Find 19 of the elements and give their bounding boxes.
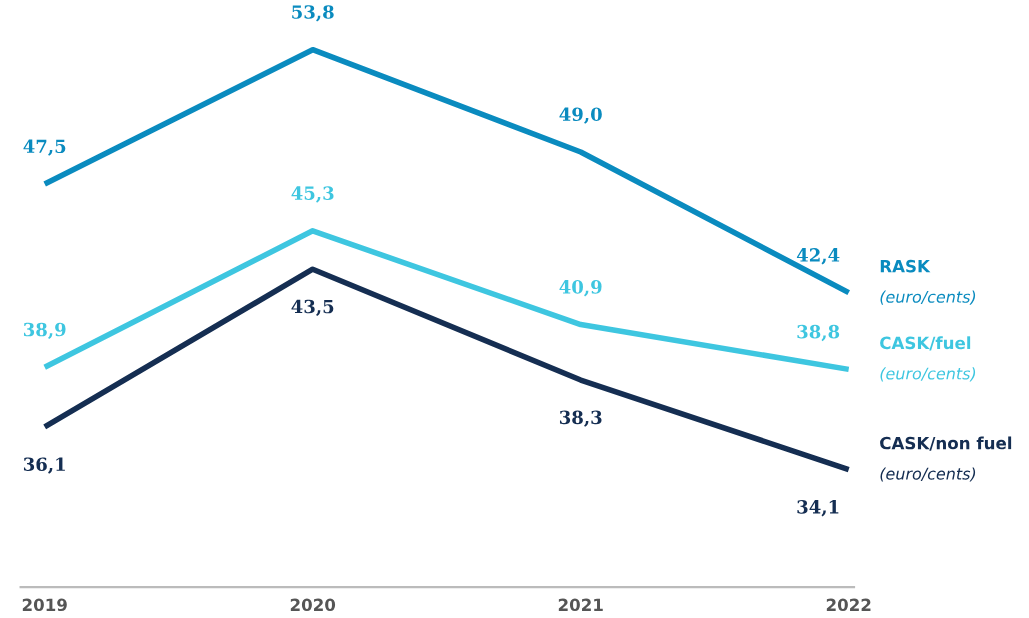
series-label: CASK/fuel (euro/cents) (880, 336, 976, 382)
data-label: 38,9 (23, 322, 66, 340)
data-label: 38,3 (559, 410, 602, 427)
x-tick-label: 2020 (290, 598, 336, 612)
x-tick-label: 2019 (22, 598, 67, 612)
data-label: 34,1 (797, 500, 839, 517)
text: RASK (euro/cents) (880, 259, 976, 305)
data-label: 42,4 (796, 248, 840, 265)
data-label: 45,3 (291, 186, 334, 203)
data-label: 53,8 (292, 5, 334, 22)
data-label: 40,9 (559, 280, 602, 297)
data-label: 49,0 (559, 107, 602, 124)
x-tick-label: 2021 (558, 598, 603, 612)
data-label: 38,8 (797, 324, 840, 342)
x-tick-label: 2022 (826, 598, 871, 612)
data-label: 36,1 (23, 457, 65, 474)
data-label: 47,5 (23, 139, 66, 156)
series-label: CASK/non fuel (euro/cents) (880, 436, 1012, 482)
data-label: 43,5 (291, 299, 334, 317)
